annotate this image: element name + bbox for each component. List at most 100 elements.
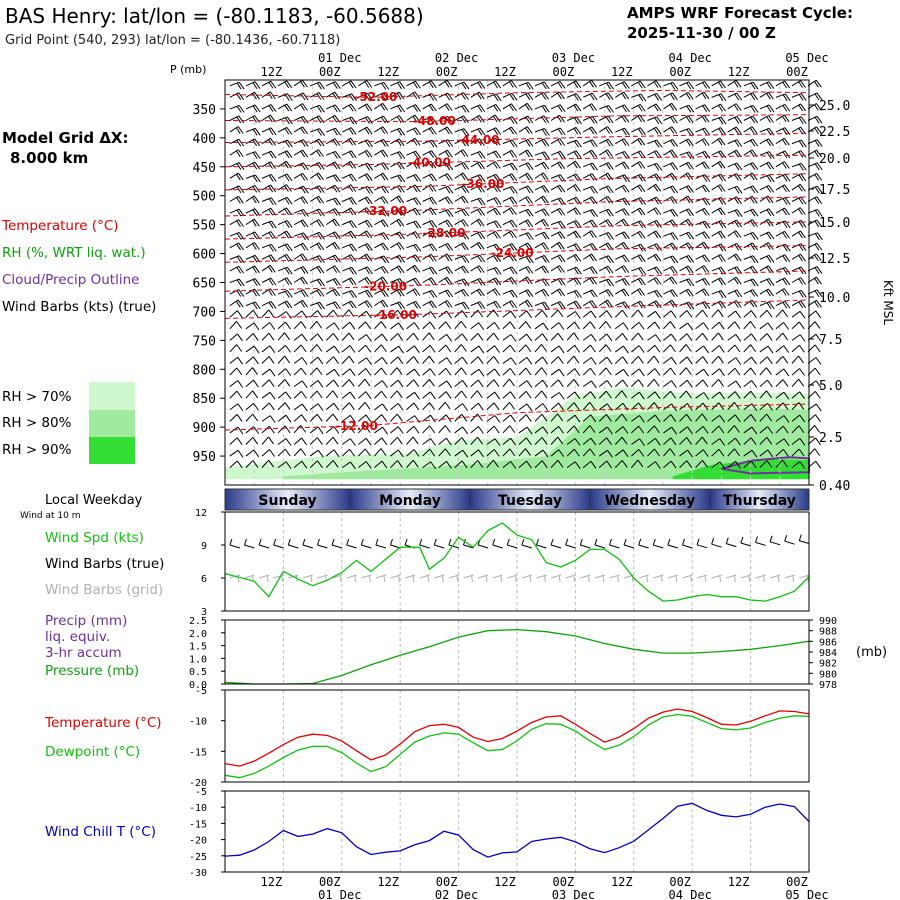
wind-barb [358, 230, 373, 239]
wind-barb-shaft [486, 267, 497, 272]
wind-barb-shaft [325, 218, 335, 226]
wind-barb [486, 415, 501, 423]
wind-barb-flag [493, 128, 499, 135]
wind-barb-flag [350, 173, 357, 182]
wind-barb [502, 92, 518, 101]
wind-barb-shaft [309, 208, 320, 214]
wind-barb-flag [511, 219, 518, 228]
wind-barb-flag [316, 413, 323, 422]
wind-barb-flag [429, 301, 434, 309]
wind-barb-flag [476, 116, 482, 123]
wind-barb [406, 425, 420, 434]
wind-barb-shaft [325, 138, 336, 145]
wind-barb [727, 437, 741, 446]
wind-barb-flag [397, 105, 403, 113]
surface-wind-barb-flag [243, 538, 247, 546]
wind-barb [454, 437, 468, 445]
wind-barb-flag [317, 279, 322, 287]
wind-barb-flag [348, 402, 355, 411]
wind-barb-flag [317, 403, 324, 411]
wind-barb-flag [591, 289, 598, 298]
wind-barb-flag [254, 151, 261, 159]
wind-barb [727, 425, 740, 434]
wind-barb-flag [591, 116, 598, 124]
wind-barb-flag [383, 255, 390, 264]
wind-barb-flag [702, 460, 708, 468]
wind-barb-flag [526, 403, 533, 412]
surface-wind-barb-flag [696, 538, 700, 545]
wind-barb-shaft [293, 149, 303, 156]
legend-liq-equiv: liq. equiv. [45, 629, 110, 645]
wind-barb [711, 300, 726, 309]
wind-barb-flag [333, 426, 340, 434]
wind-barb-shaft [550, 104, 561, 110]
wind-barb-shaft [293, 162, 304, 168]
wind-barb-shaft [438, 173, 448, 179]
surface-wind-barb [287, 538, 299, 549]
wind-barb [599, 185, 614, 194]
wind-barb-shaft [358, 207, 367, 214]
wind-barb [261, 264, 276, 273]
wind-barb [486, 254, 502, 262]
wind-barb-flag [334, 104, 341, 113]
wind-barb-flag [493, 81, 499, 89]
wind-barb-shaft [358, 253, 368, 260]
wind-barb [598, 390, 612, 399]
wind-barb [518, 321, 532, 330]
wind-barb [293, 357, 308, 365]
surface-wind-barb-shaft [682, 544, 693, 549]
wind-barb-flag [237, 403, 244, 412]
wind-barb-flag [573, 128, 579, 135]
wind-barb-shaft [518, 126, 528, 133]
surface-wind-barb-flag [638, 538, 642, 546]
wind-barb-shaft [727, 344, 736, 353]
wind-barb-flag [784, 277, 791, 286]
wind-barb-flag [670, 116, 675, 124]
wind-barb-flag [301, 414, 307, 422]
forecast-cycle-value: 2025-11-30 / 00 Z [627, 24, 776, 42]
wind-barb [791, 207, 806, 215]
surface-wind-barb-flag [754, 536, 758, 543]
wind-barb-flag [381, 140, 386, 147]
wind-barb-flag [670, 310, 677, 319]
legend-temperature: Temperature (°C) [1, 218, 119, 234]
wind-barb-flag [495, 173, 502, 182]
wind-barb [695, 356, 709, 364]
legend-wind-barbs-true: Wind Barbs (true) [45, 556, 164, 572]
wind-barb-shaft [663, 310, 672, 318]
wind-barb-shaft [261, 459, 270, 468]
wind-barb-flag [495, 127, 502, 135]
wind-barb-flag [525, 173, 530, 181]
wind-barb [727, 103, 742, 111]
wind-barb [663, 115, 678, 124]
wind-barb-shaft [470, 151, 481, 156]
wind-barb [245, 104, 261, 113]
wind-barb [615, 184, 630, 193]
wind-barb [759, 91, 774, 100]
wind-barb-flag [365, 368, 372, 376]
wind-barb [582, 79, 597, 88]
wind-barb-flag [558, 221, 563, 229]
wind-barb-flag [380, 104, 386, 111]
wind-barb-flag [734, 425, 740, 433]
wind-barb [341, 345, 356, 353]
wind-barb-shaft [374, 310, 383, 318]
wind-barb-flag [687, 426, 693, 435]
wind-barb-flag [428, 379, 435, 387]
wind-barb-flag [736, 196, 742, 205]
wind-barb [518, 162, 534, 171]
wind-barb-flag [704, 127, 711, 136]
wind-barb-flag [300, 186, 306, 194]
wind-barb-shaft [261, 345, 271, 353]
wind-barb [342, 196, 357, 205]
surface-wind-barb-flag [419, 538, 423, 546]
wind-barb [390, 449, 404, 458]
wind-barb-flag [781, 289, 787, 296]
wind-barb-shaft [422, 243, 432, 249]
wind-barb [422, 220, 438, 228]
grid-wind-barb [521, 574, 533, 583]
wind-barb-flag [575, 230, 582, 239]
wind-barb-shaft [325, 241, 335, 249]
wind-barb-shaft [277, 391, 287, 399]
wind-barb-shaft [261, 173, 272, 179]
